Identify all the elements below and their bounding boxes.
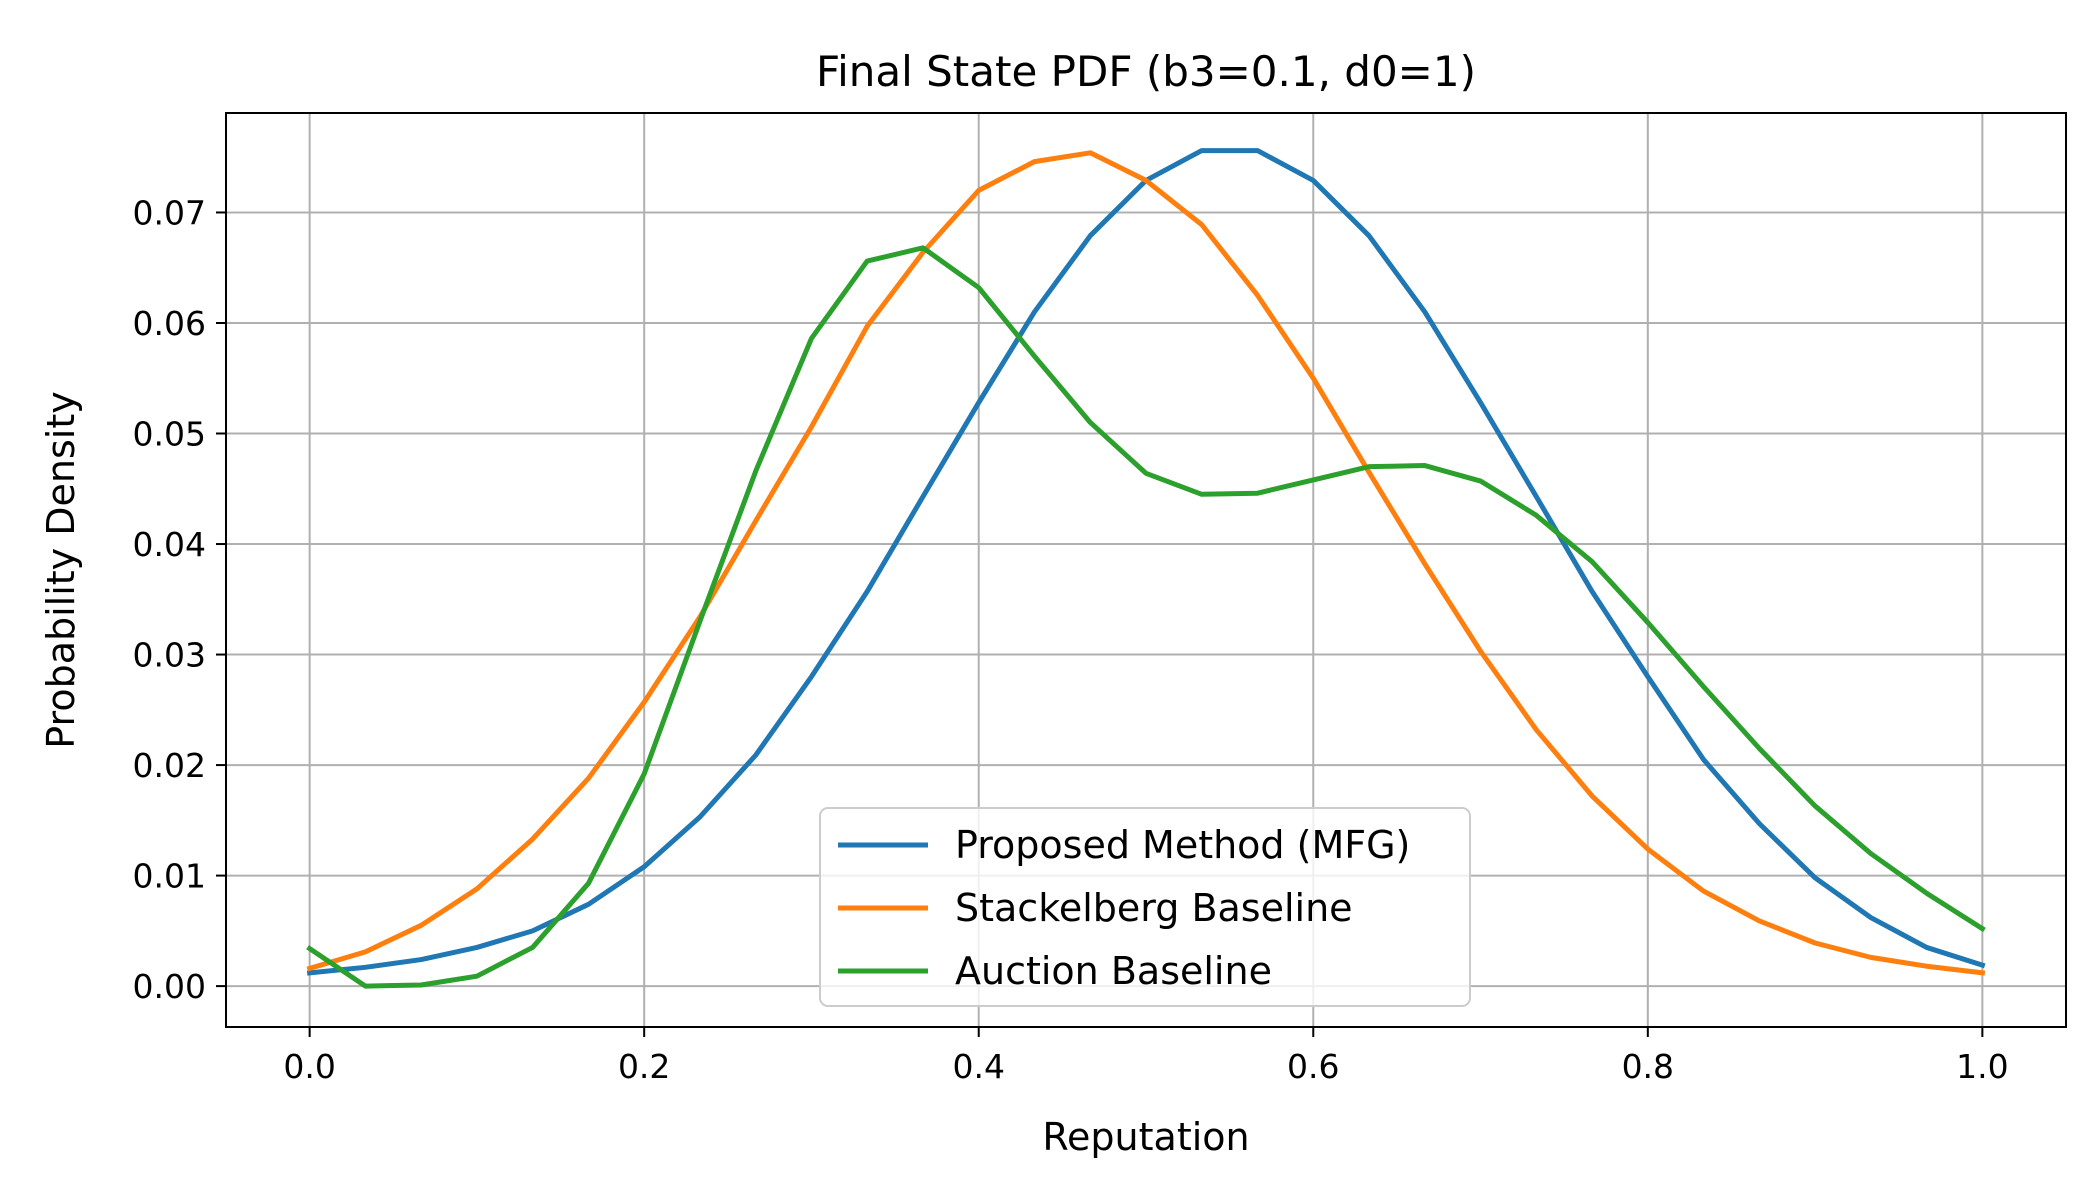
- x-tick-label: 0.8: [1622, 1047, 1674, 1086]
- y-tick-label: 0.06: [133, 304, 206, 343]
- x-axis-label: Reputation: [1042, 1115, 1249, 1159]
- legend-label-auction-baseline: Auction Baseline: [955, 949, 1272, 993]
- legend: Proposed Method (MFG) Stackelberg Baselin…: [819, 807, 1471, 1007]
- x-tick-label: 0.6: [1287, 1047, 1339, 1086]
- y-tick-label: 0.05: [133, 415, 206, 454]
- y-tick-label: 0.04: [133, 525, 206, 564]
- series-layer: [306, 148, 1986, 989]
- x-tick-label: 0.4: [952, 1047, 1004, 1086]
- grid-layer: [226, 113, 2066, 1027]
- x-tick-label: 0.2: [618, 1047, 670, 1086]
- legend-box: [819, 807, 1471, 1007]
- series-line-stackelberg-baseline: [306, 150, 1986, 976]
- legend-label-proposed-method-mfg: Proposed Method (MFG): [955, 823, 1410, 867]
- y-tick-label: 0.00: [133, 967, 206, 1006]
- y-tick-label: 0.01: [133, 857, 206, 896]
- y-tick-label: 0.03: [133, 636, 206, 675]
- y-tick-label: 0.02: [133, 746, 206, 785]
- chart-title: Final State PDF (b3=0.1, d0=1): [816, 47, 1476, 96]
- y-tick-label: 0.07: [133, 193, 206, 232]
- x-tick-label: 1.0: [1956, 1047, 2008, 1086]
- series-line-auction-baseline: [306, 245, 1986, 989]
- legend-label-stackelberg-baseline: Stackelberg Baseline: [955, 886, 1353, 930]
- plot-frame: [225, 112, 2067, 1028]
- tick-layer: 0.0 0.2 0.4 0.6 0.8 1.0 0.00 0.01 0.02 0.03 0.04 0.…: [133, 193, 2009, 1086]
- y-axis-label: Probability Density: [39, 391, 83, 748]
- x-tick-label: 0.0: [283, 1047, 335, 1086]
